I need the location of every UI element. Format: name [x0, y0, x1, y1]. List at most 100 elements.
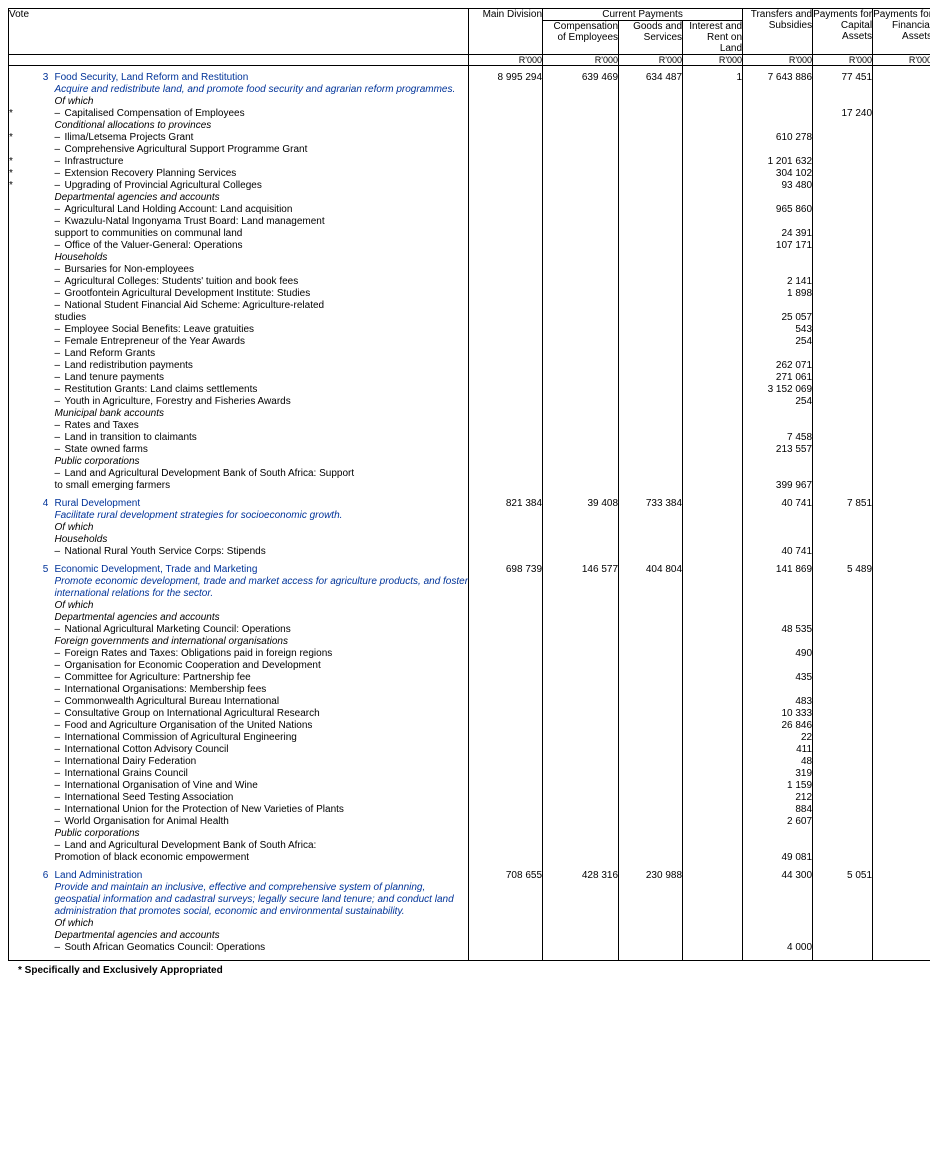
prog3-burs: Bursaries for Non-employees	[65, 264, 195, 275]
prog6-main: 708 655	[469, 870, 543, 882]
prog3-casp: Comprehensive Agricultural Support Progr…	[65, 144, 308, 155]
prog6-num: 6	[37, 870, 55, 882]
unit-fin: R'000	[873, 55, 930, 66]
prog3-households: Households	[55, 252, 469, 264]
prog3-upg-v: 93 480	[743, 180, 813, 192]
prog3-youth: Youth in Agriculture, Forestry and Fishe…	[65, 396, 291, 407]
prog3-desc: Acquire and redistribute land, and promo…	[55, 84, 469, 96]
prog5-idf-v: 48	[743, 756, 813, 768]
prog3-infra-v: 1 201 632	[743, 156, 813, 168]
prog5-cabi: Commonwealth Agricultural Bureau Interna…	[65, 696, 280, 707]
prog3-ilima-v: 610 278	[743, 132, 813, 144]
prog6-of-which: Of which	[55, 918, 469, 930]
prog3-fey-v: 254	[743, 336, 813, 348]
prog3-fey: Female Entrepreneur of the Year Awards	[65, 336, 245, 347]
prog6-title: Land Administration	[55, 870, 469, 882]
prog3-row: 3 Food Security, Land Reform and Restitu…	[9, 72, 930, 84]
prog3-ltc-v: 7 458	[743, 432, 813, 444]
prog5-icae: International Commission of Agricultural…	[65, 732, 297, 743]
prog3-comp: 639 469	[543, 72, 619, 84]
prog5-oecd: Organisation for Economic Cooperation an…	[65, 660, 321, 671]
prog4-comp: 39 408	[543, 498, 619, 510]
prog5-cabi-v: 483	[743, 696, 813, 708]
unit-trans: R'000	[743, 55, 813, 66]
prog3-agcol: Agricultural Colleges: Students' tuition…	[65, 276, 299, 287]
unit-main: R'000	[469, 55, 543, 66]
hdr-current-payments: Current Payments	[543, 9, 743, 21]
prog5-cgiar: Consultative Group on International Agri…	[65, 708, 320, 719]
prog4-cap: 7 851	[813, 498, 873, 510]
prog5-ladb2: Promotion of black economic empowerment	[55, 852, 469, 864]
prog5-oiv: International Organisation of Vine and W…	[65, 780, 258, 791]
prog4-main: 821 384	[469, 498, 543, 510]
prog4-row: 4 Rural Development 821 384 39 408 733 3…	[9, 498, 930, 510]
prog3-num: 3	[37, 72, 55, 84]
prog5-cap: 5 489	[813, 564, 873, 576]
prog3-muni: Municipal bank accounts	[55, 408, 469, 420]
prog5-frt-v: 490	[743, 648, 813, 660]
prog4-title: Rural Development	[55, 498, 469, 510]
hdr-interest: Interest and Rent on Land	[683, 21, 743, 55]
prog5-ista: International Seed Testing Association	[65, 792, 234, 803]
prog3-esb-v: 543	[743, 324, 813, 336]
hdr-transfers: Transfers and Subsidies	[743, 9, 813, 55]
prog6-cap: 5 051	[813, 870, 873, 882]
prog3-trans: 7 643 886	[743, 72, 813, 84]
prog5-title: Economic Development, Trade and Marketin…	[55, 564, 469, 576]
prog3-main: 8 995 294	[469, 72, 543, 84]
prog3-title: Food Security, Land Reform and Restituti…	[55, 72, 469, 84]
prog3-cond-alloc: Conditional allocations to provinces	[55, 120, 469, 132]
unit-comp: R'000	[543, 55, 619, 66]
prog5-woah-v: 2 607	[743, 816, 813, 828]
prog5-oiv-v: 1 159	[743, 780, 813, 792]
unit-int: R'000	[683, 55, 743, 66]
prog5-icac: International Cotton Advisory Council	[65, 744, 229, 755]
prog5-io-mem: International Organisations: Membership …	[65, 684, 267, 695]
prog5-upov: International Union for the Protection o…	[65, 804, 344, 815]
prog3-ltc: Land in transition to claimants	[65, 432, 197, 443]
prog3-kzn1: Kwazulu-Natal Ingonyama Trust Board: Lan…	[65, 216, 325, 227]
prog4-goods: 733 384	[619, 498, 683, 510]
prog3-cap-comp-v: 17 240	[813, 108, 873, 120]
prog5-row: 5 Economic Development, Trade and Market…	[9, 564, 930, 576]
prog6-row: 6 Land Administration 708 655 428 316 23…	[9, 870, 930, 882]
prog3-upg: Upgrading of Provincial Agricultural Col…	[65, 180, 262, 191]
prog6-dept-ag: Departmental agencies and accounts	[55, 930, 469, 942]
prog3-groot-v: 1 898	[743, 288, 813, 300]
hdr-comp-emp: Compensation of Employees	[543, 21, 619, 55]
prog6-goods: 230 988	[619, 870, 683, 882]
prog3-ext-rec-v: 304 102	[743, 168, 813, 180]
prog3-dept-ag: Departmental agencies and accounts	[55, 192, 469, 204]
prog5-ista-v: 212	[743, 792, 813, 804]
prog5-dept-ag: Departmental agencies and accounts	[55, 612, 469, 624]
prog3-valuer-v: 107 171	[743, 240, 813, 252]
prog4-nrysc-v: 40 741	[743, 546, 813, 558]
prog3-goods: 634 487	[619, 72, 683, 84]
hdr-cap-assets: Payments for Capital Assets	[813, 9, 873, 55]
prog5-cap-fee: Committee for Agriculture: Partnership f…	[65, 672, 251, 683]
prog5-desc: Promote economic development, trade and …	[55, 576, 469, 600]
prog5-upov-v: 884	[743, 804, 813, 816]
prog3-kzn2: support to communities on communal land	[55, 228, 469, 240]
prog3-esb: Employee Social Benefits: Leave gratuiti…	[65, 324, 255, 335]
prog4-trans: 40 741	[743, 498, 813, 510]
prog6-desc: Provide and maintain an inclusive, effec…	[55, 882, 469, 918]
prog3-int: 1	[683, 72, 743, 84]
hdr-goods-serv: Goods and Services	[619, 21, 683, 55]
prog5-icae-v: 22	[743, 732, 813, 744]
prog5-cap-fee-v: 435	[743, 672, 813, 684]
prog3-lrp-v: 262 071	[743, 360, 813, 372]
prog3-agcol-v: 2 141	[743, 276, 813, 288]
prog3-ladb-v: 399 967	[743, 480, 813, 492]
prog3-ladb1: Land and Agricultural Development Bank o…	[65, 468, 355, 479]
prog3-groot: Grootfontein Agricultural Development In…	[65, 288, 311, 299]
prog3-alha-v: 965 860	[743, 204, 813, 216]
prog5-igc-v: 319	[743, 768, 813, 780]
prog6-trans: 44 300	[743, 870, 813, 882]
table-body: 3 Food Security, Land Reform and Restitu…	[9, 66, 930, 961]
hdr-main-division: Main Division	[469, 9, 543, 55]
prog3-infra: Infrastructure	[65, 156, 124, 167]
prog5-idf: International Dairy Federation	[65, 756, 197, 767]
unit-goods: R'000	[619, 55, 683, 66]
prog5-cgiar-v: 10 333	[743, 708, 813, 720]
